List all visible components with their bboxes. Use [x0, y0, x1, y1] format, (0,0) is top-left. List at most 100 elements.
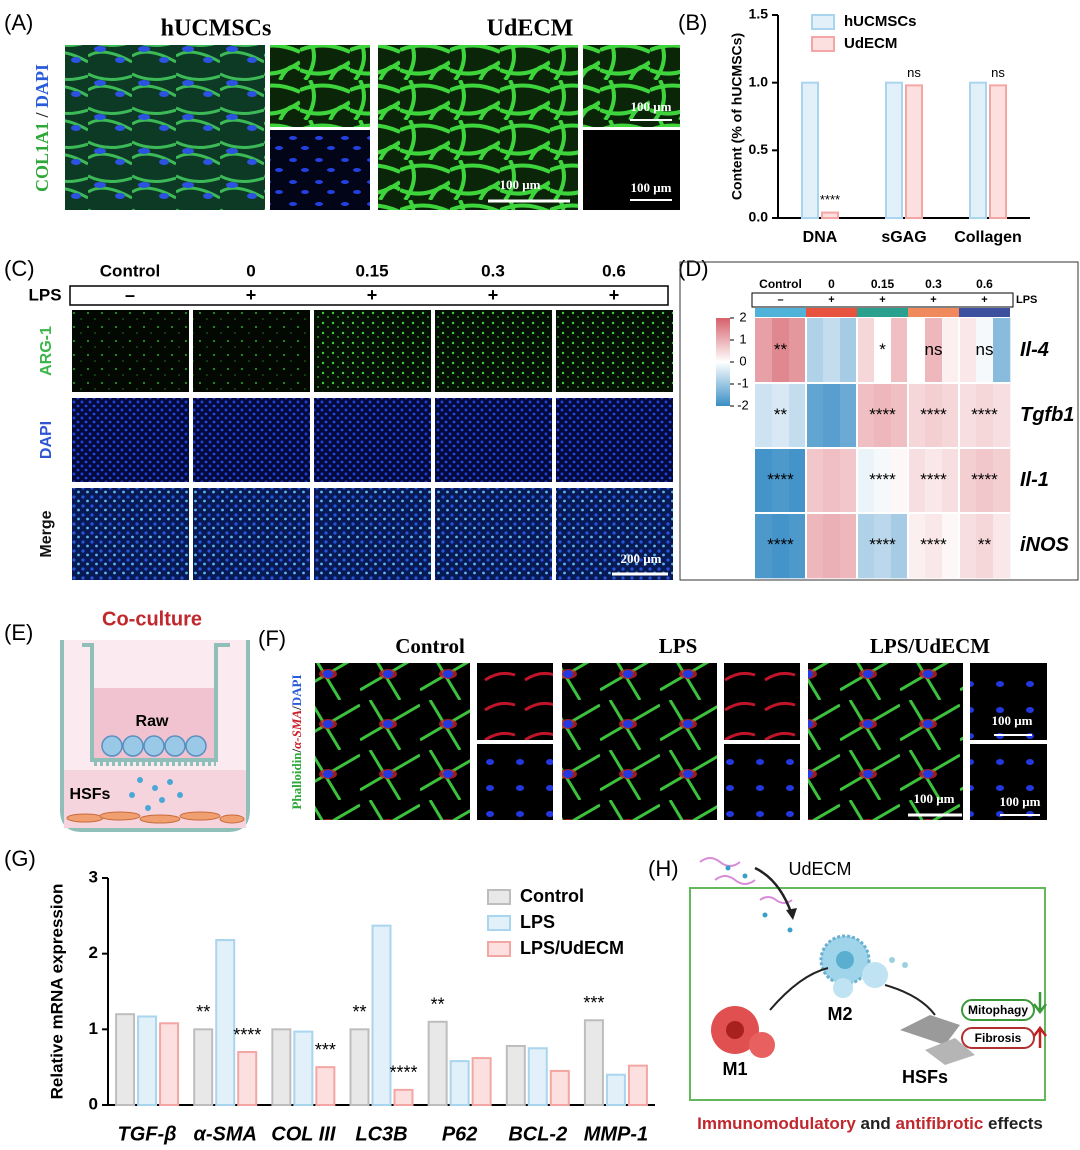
heatmap-cell [925, 383, 943, 449]
row-label: Il-1 [1020, 469, 1049, 491]
significance-label: *** [315, 1040, 336, 1060]
panel-title: hUCMSCs [161, 16, 272, 42]
panel-title: LPS [659, 634, 698, 658]
y-tick-label: 1.5 [749, 6, 769, 22]
diagram-label: HSFs [70, 786, 111, 803]
heatmap-cell [942, 318, 960, 384]
heatmap-cell [874, 318, 892, 384]
heatmap-cell [755, 513, 773, 579]
micrograph [556, 398, 673, 482]
scale-bar-label: 100 μm [1000, 794, 1041, 809]
group-color-band [755, 308, 806, 317]
bar [605, 1073, 626, 1106]
y-axis-label: Content (% of hUCMSCs) [729, 33, 745, 200]
bar [627, 1064, 648, 1106]
significance-label: ns [907, 65, 921, 80]
heatmap-cell [908, 318, 926, 384]
stain-separator: / [289, 748, 304, 753]
bar [159, 1022, 180, 1107]
micrograph [314, 398, 431, 482]
heatmap-cell [755, 448, 773, 514]
scale-bar-label: 100 μm [631, 180, 672, 195]
micrograph [477, 744, 553, 820]
micrograph [72, 488, 189, 580]
legend-swatch [487, 915, 511, 931]
decoration [167, 779, 173, 785]
significance-label: **** [869, 535, 896, 554]
effect-box [961, 999, 1035, 1021]
heatmap-cell [789, 448, 807, 514]
heatmap-cell [874, 448, 892, 514]
scale-bar-label: 100 μm [914, 791, 955, 806]
decoration [749, 1032, 775, 1058]
heatmap-cell [993, 448, 1011, 514]
column-header: 0.3 [925, 277, 942, 291]
bar [505, 1044, 526, 1106]
x-tick-label: α-SMA [193, 1123, 257, 1145]
effect-box [961, 1027, 1035, 1049]
significance-label: *** [583, 993, 604, 1013]
row-label: iNOS [1020, 534, 1070, 556]
micrograph [477, 663, 553, 740]
heatmap-cell [823, 448, 841, 514]
heatmap-cell [993, 513, 1011, 579]
micrograph [970, 663, 1047, 740]
row-label: ARG-1 [38, 326, 55, 376]
y-tick-label: 0.5 [749, 141, 769, 157]
decoration [137, 777, 143, 783]
heatmap-cell [908, 448, 926, 514]
micrograph [583, 45, 680, 127]
y-tick-label: 1.0 [749, 73, 769, 89]
scale-bar-label: 100 μm [992, 713, 1033, 728]
panel-frame [679, 261, 1079, 581]
legend-swatch [811, 36, 835, 52]
heatmap-cell [959, 383, 977, 449]
x-tick-label: Collagen [954, 229, 1022, 246]
micrograph-grid [72, 310, 673, 580]
diagram-label: M1 [722, 1059, 747, 1079]
panel-label: (B) [678, 10, 707, 35]
significance-label: **** [971, 405, 998, 424]
heatmap-cell [840, 513, 858, 579]
heatmap-cell [976, 513, 994, 579]
heatmap-cell [823, 513, 841, 579]
bar [293, 1030, 314, 1107]
down-arrow [1033, 992, 1047, 1015]
colorbar-tick-label: 0 [739, 353, 746, 368]
heatmap-cell [874, 383, 892, 449]
micrograph [72, 310, 189, 392]
micrograph [193, 488, 310, 580]
x-tick-label: BCL-2 [508, 1123, 567, 1145]
heatmap-cell [857, 318, 875, 384]
bar [193, 1028, 214, 1107]
legend-label: LPS [520, 912, 555, 932]
significance-label: **** [767, 535, 794, 554]
significance-label: **** [869, 405, 896, 424]
heatmap-cell [857, 448, 875, 514]
diagram-title: Co-culture [102, 608, 202, 630]
arrow [884, 984, 936, 1016]
legend-label: Control [520, 886, 584, 906]
x-tick-label: sGAG [881, 229, 926, 246]
decoration [925, 1038, 975, 1065]
ecm-particles [725, 865, 793, 933]
heatmap-cell [891, 383, 909, 449]
micrograph [583, 130, 680, 210]
significance-label: ** [978, 535, 992, 554]
heatmap-cell [840, 383, 858, 449]
heatmap-cell [942, 448, 960, 514]
stain-a: Phalloidin [289, 752, 304, 810]
bar [527, 1047, 548, 1106]
group-color-band [959, 308, 1010, 317]
m1-cells [711, 1006, 775, 1058]
micrograph [435, 310, 552, 392]
heatmap-cell [840, 318, 858, 384]
decoration [219, 814, 245, 824]
heatmap-cell [942, 383, 960, 449]
heatmap-cell [993, 383, 1011, 449]
bar [215, 939, 236, 1107]
y-axis-label: Relative mRNA expression [47, 884, 66, 1100]
heatmap-cell [755, 383, 773, 449]
heatmap-cell [772, 513, 790, 579]
